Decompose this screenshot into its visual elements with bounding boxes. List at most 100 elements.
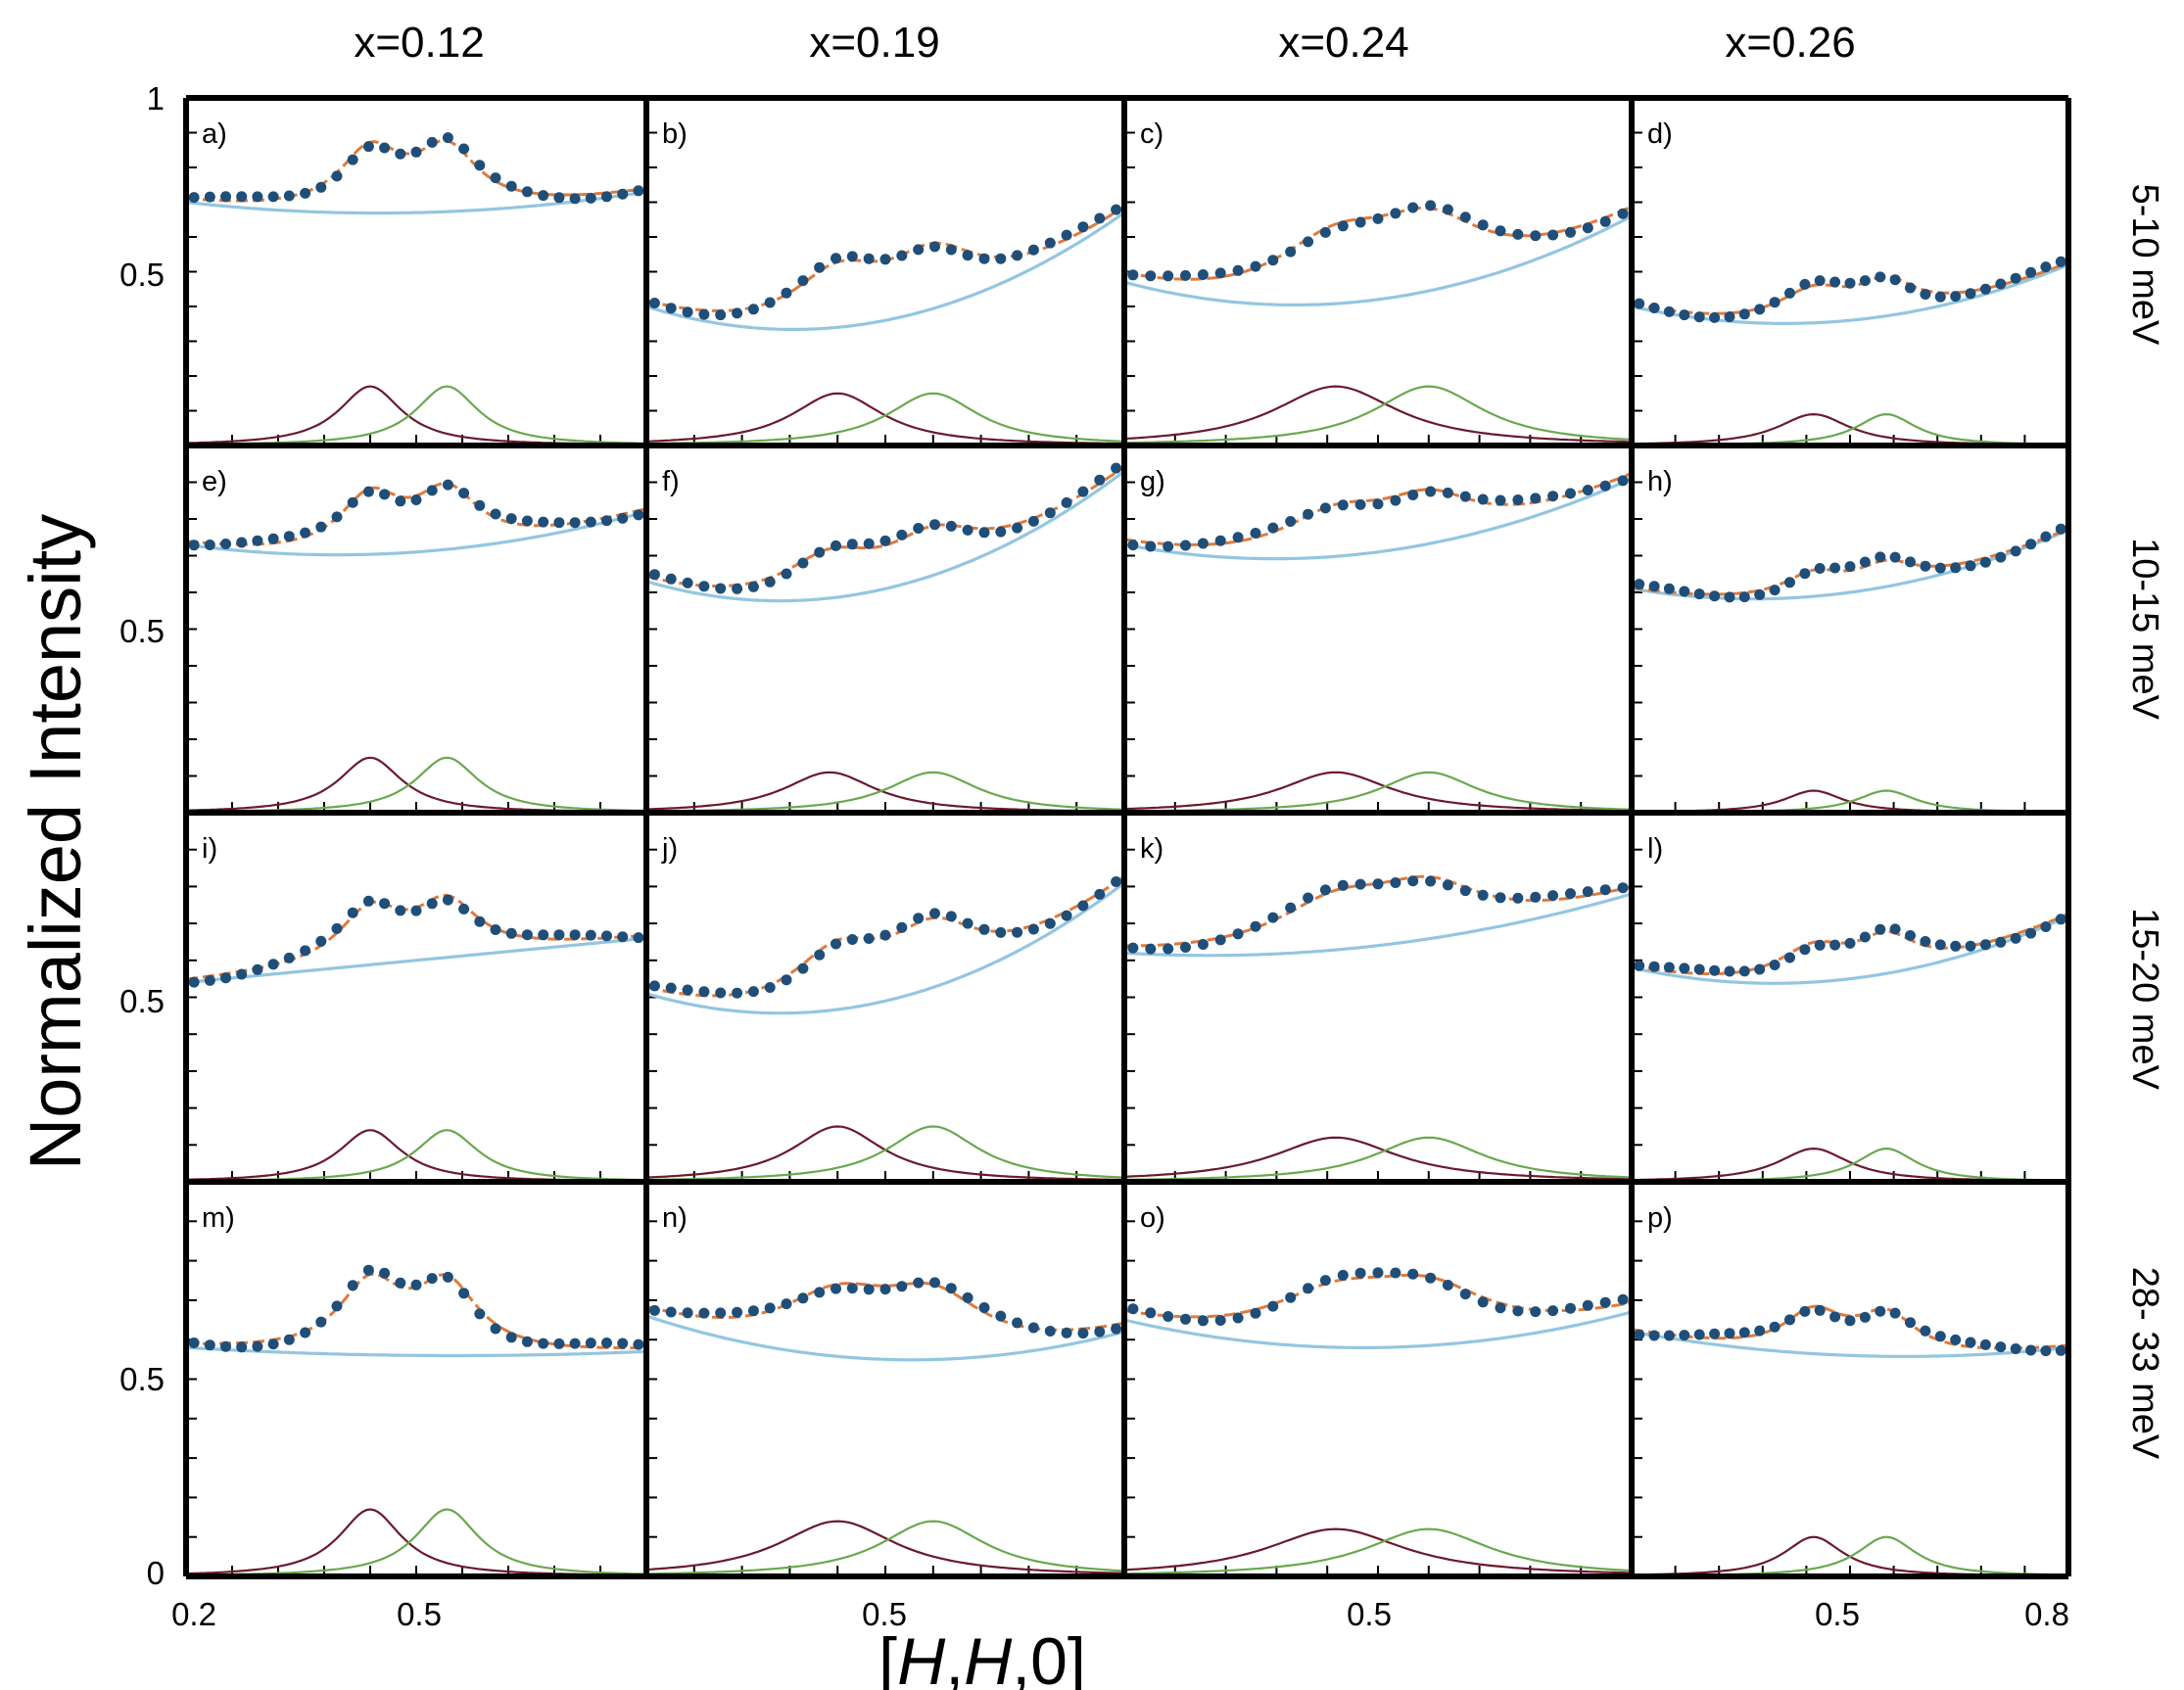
background-curve — [185, 190, 647, 215]
data-point — [1738, 308, 1750, 320]
data-point — [1530, 230, 1542, 242]
x-axis-title-close: ,0] — [1012, 1624, 1086, 1690]
data-point — [1354, 1267, 1366, 1279]
panel-label: l) — [1647, 833, 1663, 865]
data-point — [1724, 1328, 1735, 1339]
panel-label: b) — [662, 118, 688, 150]
panel-label: n) — [662, 1202, 688, 1234]
data-point — [995, 253, 1007, 264]
panel-label: g) — [1140, 466, 1165, 497]
data-point — [1530, 1306, 1542, 1318]
panel-ticks — [1632, 848, 2026, 1182]
data-point — [1127, 1303, 1139, 1315]
data-point — [300, 1327, 311, 1338]
data-point — [1709, 1328, 1721, 1339]
data-point — [747, 1305, 759, 1317]
data-point — [764, 1302, 776, 1314]
panel-label: f) — [662, 466, 680, 497]
data-point — [236, 537, 248, 548]
data-point — [521, 186, 533, 198]
peak-1-curve — [1123, 385, 1633, 444]
data-point — [1407, 490, 1419, 500]
data-point — [715, 583, 727, 594]
data-point — [315, 1316, 327, 1328]
data-points — [188, 479, 644, 551]
x-axis-title-var-2: H — [964, 1624, 1013, 1690]
panel-o: o) — [1123, 1202, 1633, 1576]
x-tick-label-2: 0.5 — [397, 1596, 442, 1632]
data-point — [1829, 939, 1841, 951]
data-point — [1979, 1338, 1991, 1350]
data-point — [732, 307, 743, 319]
data-point — [1232, 264, 1244, 276]
panel-label: p) — [1647, 1202, 1673, 1234]
data-point — [1634, 298, 1645, 309]
x-tick-label-4: 0.5 — [1347, 1596, 1392, 1632]
data-point — [1425, 200, 1437, 211]
data-point — [1648, 961, 1660, 972]
data-point — [1214, 934, 1226, 946]
data-point — [362, 141, 374, 153]
data-point — [347, 154, 358, 165]
data-point — [1303, 892, 1314, 904]
data-point — [2025, 266, 2037, 278]
data-points — [188, 132, 644, 205]
data-point — [1459, 491, 1471, 502]
peak-2-curve — [646, 1125, 1125, 1181]
data-point — [1354, 498, 1366, 510]
background-curve — [185, 936, 647, 984]
data-point — [863, 538, 875, 549]
data-point — [538, 1338, 549, 1349]
y-tick-label-1: 1 — [147, 80, 165, 117]
data-point — [1214, 1315, 1226, 1326]
data-point — [474, 915, 486, 927]
panel-a: a) — [185, 118, 647, 446]
data-point — [698, 581, 710, 592]
data-point — [863, 933, 875, 944]
data-point — [1995, 551, 2007, 563]
background-curve — [1123, 1310, 1633, 1349]
data-point — [1372, 878, 1384, 890]
data-point — [665, 303, 677, 314]
data-point — [315, 935, 327, 947]
data-point — [1965, 1337, 1976, 1348]
data-point — [1565, 1302, 1576, 1314]
data-point — [1354, 878, 1366, 890]
background-curve — [1123, 477, 1633, 561]
data-point — [410, 494, 422, 505]
panel-ticks — [186, 481, 601, 813]
data-point — [698, 308, 710, 320]
data-point — [1634, 960, 1645, 971]
peak-2-curve — [1123, 1136, 1633, 1181]
data-point — [1889, 274, 1901, 286]
data-point — [1337, 879, 1349, 891]
data-point — [1859, 275, 1871, 287]
panel-l: l) — [1631, 833, 2069, 1183]
data-point — [362, 486, 374, 497]
data-point — [732, 583, 743, 594]
data-point — [538, 929, 549, 941]
data-point — [1495, 225, 1506, 237]
data-point — [1250, 260, 1261, 272]
data-point — [1905, 282, 1916, 294]
y-tick-label-4: 0.5 — [119, 983, 165, 1019]
data-point — [1799, 568, 1811, 580]
data-point — [1250, 1307, 1261, 1319]
data-point — [585, 929, 596, 941]
data-point — [1905, 1317, 1916, 1329]
data-point — [379, 1267, 391, 1279]
data-point — [715, 987, 727, 999]
data-point — [1648, 303, 1660, 313]
peak-1-curve — [1123, 771, 1633, 813]
data-point — [538, 190, 549, 202]
data-point — [236, 1341, 248, 1353]
background-curve — [1123, 892, 1633, 958]
data-points — [188, 1264, 644, 1353]
data-point — [682, 306, 693, 318]
data-point — [764, 982, 776, 993]
panels-layer: a) b) c) d) e) f) g) h) i) j) k) l) m) n) o) p) — [185, 118, 2069, 1577]
data-point — [1995, 278, 2007, 290]
data-point — [1693, 311, 1705, 323]
data-point — [1634, 1329, 1645, 1340]
